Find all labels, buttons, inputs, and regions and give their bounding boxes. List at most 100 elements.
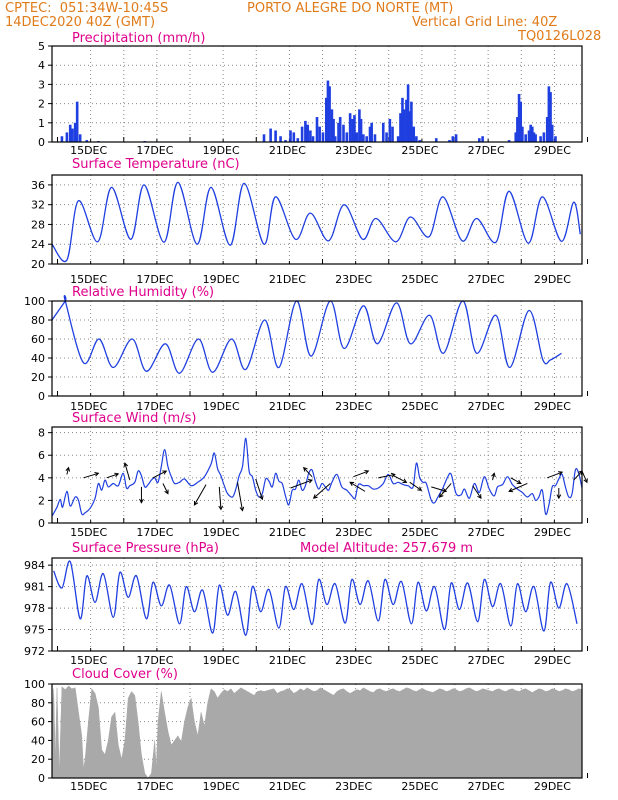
precip-bar: [532, 132, 536, 142]
wind-arrow: [218, 486, 224, 511]
wind-arrow-head: [193, 500, 199, 506]
precip-bar: [345, 132, 349, 142]
wind-arrow: [162, 483, 169, 495]
wind-arrow-head: [65, 466, 71, 472]
wind-arrow-shaft: [255, 478, 263, 500]
wind-arrow: [106, 472, 120, 479]
cloud-xtick-label: 15DEC: [70, 780, 107, 793]
wind-arrow: [152, 470, 168, 479]
precip-bar: [60, 136, 64, 142]
wind-arrow-shaft: [66, 467, 70, 475]
rh-xtick-label: 29DEC: [534, 400, 571, 413]
precip-bar: [408, 111, 412, 142]
precip-bar: [402, 109, 406, 142]
wind-arrow-head: [123, 462, 129, 468]
precip-bar: [338, 117, 342, 142]
precip-bar: [324, 97, 328, 142]
wind-arrow-shaft: [439, 483, 452, 498]
wind-arrow: [290, 478, 314, 489]
pres-frame: [51, 557, 583, 652]
cloud-xtick-label: 25DEC: [401, 780, 438, 793]
precip-bar: [85, 140, 89, 142]
precip-bar: [401, 97, 404, 142]
cloud-xtick-label: 29DEC: [534, 780, 571, 793]
wind-arrow: [392, 475, 408, 483]
precip-bar: [448, 140, 451, 142]
wind-arrow: [378, 472, 396, 479]
wind-arrow-shaft: [573, 470, 583, 481]
precip-bar: [348, 113, 352, 142]
wind-xtick-label: 25DEC: [401, 526, 438, 539]
pres-xtick-label: 15DEC: [70, 654, 107, 667]
wind-xtick-label: 17DEC: [136, 526, 173, 539]
temp-ytick-label: 36: [31, 179, 45, 192]
precip-bar: [418, 140, 421, 142]
pres-xtick-label: 25DEC: [401, 654, 438, 667]
precip-bar: [68, 124, 72, 142]
precip-bar: [355, 132, 359, 142]
wind-arrow-shaft: [508, 483, 528, 492]
pres-xtick-label: 19DEC: [203, 654, 240, 667]
wind-arrow-shaft: [409, 481, 422, 491]
precip-ytick-label: 3: [38, 78, 45, 91]
wind-arrow: [508, 483, 528, 493]
precip-ytick-label: 4: [38, 59, 45, 72]
precip-bar: [399, 113, 402, 142]
wind-arrow-shaft: [218, 486, 222, 510]
cloud-ytick-label: 40: [31, 734, 45, 747]
temp-ytick-label: 28: [31, 218, 45, 231]
precip-xtick-label: 17DEC: [136, 144, 173, 157]
wind-ytick-label: 6: [38, 449, 45, 462]
rh-ytick-label: 40: [31, 352, 45, 365]
cloud-xtick-label: 19DEC: [203, 780, 240, 793]
pres-xtick-label: 23DEC: [335, 654, 372, 667]
pres-xtick-label: 29DEC: [534, 654, 571, 667]
precip-bar: [362, 134, 365, 142]
temp-xtick-label: 15DEC: [70, 273, 107, 286]
wind-arrow-head: [312, 494, 318, 499]
pres-ytick-label: 975: [24, 624, 45, 637]
wind-arrow: [312, 483, 331, 499]
station-name: PORTO ALEGRE DO NORTE (MT): [247, 1, 454, 16]
wind-arrow: [438, 483, 452, 498]
precip-bar: [311, 136, 315, 142]
wind-arrow: [303, 466, 313, 478]
wind-arrow-head: [558, 471, 564, 476]
precip-bar: [547, 86, 551, 142]
pres-ytick-label: 972: [24, 645, 45, 658]
rh-frame: [51, 300, 583, 397]
precip-bar: [545, 117, 549, 142]
precip-ytick-label: 5: [38, 40, 45, 53]
precip-bar: [451, 136, 455, 142]
wind-arrow-shaft: [290, 479, 313, 489]
precip-bar: [71, 128, 74, 142]
wind-arrow-head: [402, 478, 408, 483]
wind-arrow-head: [390, 472, 396, 478]
precip-bar: [534, 134, 537, 142]
precip-bar: [342, 124, 345, 142]
precip-bar: [415, 136, 418, 142]
precip-bar: [304, 120, 307, 142]
precip-bar: [434, 138, 438, 142]
cloud-xtick-label: 23DEC: [335, 780, 372, 793]
wind-ytick-label: 8: [38, 427, 45, 440]
wind-arrow: [409, 481, 423, 491]
precip-bar: [542, 132, 546, 142]
wind-ytick-label: 0: [38, 517, 45, 530]
wind-xtick-label: 15DEC: [70, 526, 107, 539]
precip-bar: [328, 86, 331, 142]
precip-frame: [51, 45, 583, 143]
cloud-frame: [51, 683, 583, 779]
precip-bar: [279, 136, 282, 142]
wind-arrow-shaft: [431, 486, 447, 492]
precip-xtick-label: 15DEC: [70, 144, 107, 157]
rh-ytick-label: 100: [24, 295, 45, 308]
precip-bar: [73, 122, 77, 142]
precip-bar: [78, 134, 82, 142]
cloud-ytick-label: 100: [24, 678, 45, 691]
station-coords: CPTEC: 051:34W-10:45S: [5, 1, 169, 16]
precip-bar: [337, 122, 340, 142]
precip-xtick-label: 23DEC: [335, 144, 372, 157]
precip-xtick-label: 25DEC: [401, 144, 438, 157]
precip-bar: [381, 122, 385, 142]
